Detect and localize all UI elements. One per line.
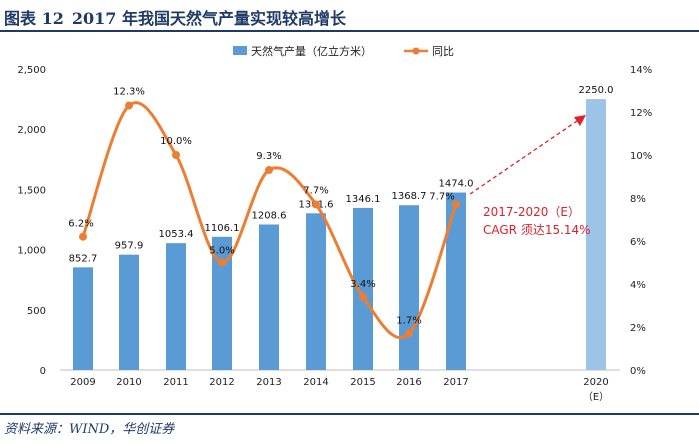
cagr-note-line1: 2017-2020（E） (483, 205, 580, 219)
forecast-arrowhead (574, 115, 586, 126)
bar-2017 (446, 192, 466, 370)
figure-title: 图表 12 2017 年我国天然气产量实现较高增长 (4, 5, 354, 29)
yoy-value-label: 7.7% (429, 191, 454, 202)
source-note: 资料来源：WIND，华创证券 (4, 422, 175, 437)
x-tick-label: 2020 (583, 377, 608, 388)
y-right-tick-label: 8% (630, 194, 646, 205)
bar-2013 (259, 224, 279, 370)
bar-value-label: 1368.7 (392, 191, 427, 202)
y-right-tick-label: 4% (630, 280, 646, 291)
x-tick-label: 2011 (163, 377, 188, 388)
yoy-point-2009 (79, 232, 87, 241)
yoy-point-2010 (125, 101, 133, 110)
bar-2011 (166, 243, 186, 370)
bar-series: 852.7957.91053.41106.11208.61301.61346.1… (69, 85, 614, 370)
figure-title-text: 2017 年我国天然气产量实现较高增长 (71, 9, 346, 28)
x-tick-label: 2014 (303, 377, 328, 388)
y-axis-left: 0 500 1,000 1,500 2,000 2,500 (17, 65, 46, 377)
yoy-point-2017 (452, 200, 460, 209)
bar-value-label: 2250.0 (579, 85, 614, 96)
y-left-tick-label: 1,000 (17, 246, 46, 257)
figure-label: 图表 12 (4, 9, 64, 28)
bar-2020 (586, 99, 606, 370)
x-tick-label: 2017 (443, 377, 468, 388)
legend: 天然气产量（亿立方米） 同比 (233, 44, 454, 58)
yoy-point-2015 (359, 292, 367, 301)
x-tick-sublabel: （E） (583, 391, 609, 403)
yoy-value-label: 1.7% (396, 315, 421, 326)
x-tick-label: 2010 (116, 377, 141, 388)
yoy-point-2014 (312, 200, 320, 209)
x-tick-label: 2013 (256, 377, 281, 388)
yoy-point-2011 (172, 151, 180, 159)
yoy-value-label: 3.4% (350, 279, 375, 290)
legend-line-marker (412, 47, 420, 55)
yoy-point-2013 (265, 166, 273, 175)
x-tick-label: 2016 (396, 377, 421, 388)
y-left-tick-label: 1,500 (17, 185, 46, 196)
source-rule (0, 413, 699, 415)
bar-2012 (212, 236, 232, 370)
y-right-tick-label: 10% (630, 151, 652, 162)
y-left-tick-label: 2,500 (17, 65, 46, 76)
legend-line-label: 同比 (432, 45, 454, 58)
cagr-note-line2: CAGR 须达15.14% (483, 223, 591, 237)
y-right-tick-label: 2% (630, 323, 646, 334)
chart: 0 500 1,000 1,500 2,000 2,500 0% 2% 4% 6% 8% 10% 12… (17, 44, 652, 403)
y-right-tick-label: 14% (630, 65, 652, 76)
forecast-arrow (469, 118, 581, 195)
bar-value-label: 1474.0 (439, 179, 474, 190)
title-rule (0, 30, 699, 32)
yoy-line-series: 6.2% 12.3% 10.0% 5.0% 9.3% 7.7% 3.4% 1.7% 7.7% (68, 87, 460, 340)
y-right-tick-label: 0% (630, 366, 646, 377)
y-left-tick-label: 500 (27, 306, 46, 317)
bar-value-label: 1346.1 (346, 194, 381, 205)
bar-2016 (399, 205, 419, 370)
bar-2014 (306, 213, 326, 370)
bar-value-label: 852.7 (69, 253, 98, 264)
x-tick-label: 2015 (350, 377, 375, 388)
bar-value-label: 1106.1 (205, 223, 240, 234)
yoy-point-2016 (405, 329, 413, 338)
x-tick-label: 2012 (209, 377, 234, 388)
legend-bar-label: 天然气产量（亿立方米） (251, 44, 372, 58)
x-axis: 2009 2010 2011 2012 2013 2014 2015 2016 2017 2020… (70, 377, 609, 403)
bar-value-label: 1208.6 (252, 210, 287, 221)
y-right-tick-label: 6% (630, 237, 646, 248)
yoy-value-label: 9.3% (256, 151, 281, 162)
bar-2009 (73, 267, 93, 370)
bar-2010 (119, 254, 139, 370)
yoy-value-label: 7.7% (303, 185, 328, 196)
legend-bar-swatch (233, 46, 247, 55)
yoy-value-label: 10.0% (160, 136, 192, 147)
x-tick-label: 2009 (70, 377, 95, 388)
y-axis-right: 0% 2% 4% 6% 8% 10% 12% 14% (630, 65, 652, 377)
y-left-tick-label: 2,000 (17, 125, 46, 136)
yoy-value-label: 5.0% (209, 246, 234, 257)
yoy-value-label: 6.2% (68, 219, 93, 230)
yoy-value-label: 12.3% (113, 87, 145, 98)
y-left-tick-label: 0 (40, 366, 46, 377)
bar-value-label: 957.9 (115, 241, 144, 252)
bar-2015 (353, 207, 373, 370)
y-right-tick-label: 12% (630, 108, 652, 119)
yoy-point-2012 (218, 258, 226, 267)
bar-value-label: 1053.4 (159, 229, 194, 240)
